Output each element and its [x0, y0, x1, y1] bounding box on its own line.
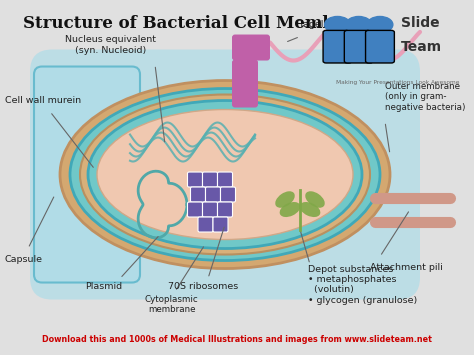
Text: Flagella: Flagella	[295, 20, 332, 28]
FancyBboxPatch shape	[218, 172, 233, 187]
FancyBboxPatch shape	[344, 31, 373, 63]
FancyBboxPatch shape	[220, 187, 236, 202]
Circle shape	[346, 16, 372, 33]
Text: Cytoplasmic
membrane: Cytoplasmic membrane	[145, 295, 199, 314]
Text: Outer membrane
(only in gram-
negative bacteria): Outer membrane (only in gram- negative b…	[385, 82, 465, 111]
FancyBboxPatch shape	[218, 202, 233, 217]
Ellipse shape	[80, 94, 370, 255]
FancyBboxPatch shape	[30, 50, 420, 300]
Text: Depot substances
• metaphosphates
  (volutin)
• glycogen (granulose): Depot substances • metaphosphates (volut…	[308, 264, 417, 305]
Text: Capsule: Capsule	[5, 255, 43, 263]
Ellipse shape	[275, 191, 295, 208]
FancyBboxPatch shape	[365, 31, 394, 63]
Text: Cell wall murein: Cell wall murein	[5, 95, 81, 104]
FancyBboxPatch shape	[232, 34, 270, 60]
Circle shape	[367, 16, 393, 33]
Ellipse shape	[88, 100, 362, 248]
FancyBboxPatch shape	[34, 66, 140, 283]
FancyBboxPatch shape	[202, 172, 218, 187]
FancyBboxPatch shape	[213, 217, 228, 232]
Text: Slide: Slide	[401, 16, 440, 30]
Text: Making Your Presentations Look Awesome: Making Your Presentations Look Awesome	[337, 80, 460, 84]
FancyBboxPatch shape	[188, 202, 202, 217]
FancyBboxPatch shape	[191, 187, 206, 202]
Ellipse shape	[60, 81, 390, 268]
Ellipse shape	[97, 110, 353, 240]
FancyBboxPatch shape	[188, 172, 202, 187]
FancyBboxPatch shape	[323, 31, 352, 63]
Text: Nucleus equivalent
(syn. Nucleoid): Nucleus equivalent (syn. Nucleoid)	[65, 35, 156, 55]
FancyBboxPatch shape	[198, 217, 213, 232]
Circle shape	[325, 16, 350, 33]
Ellipse shape	[305, 191, 325, 208]
FancyBboxPatch shape	[232, 60, 258, 108]
FancyBboxPatch shape	[206, 187, 220, 202]
Text: Attachment pili: Attachment pili	[370, 263, 443, 272]
Text: Download this and 1000s of Medical Illustrations and images from www.slideteam.n: Download this and 1000s of Medical Illus…	[42, 334, 432, 344]
Ellipse shape	[70, 88, 380, 261]
Text: Team: Team	[401, 40, 442, 54]
Text: Structure of Bacterial Cell Membrane: Structure of Bacterial Cell Membrane	[23, 15, 377, 32]
Text: 70S ribosomes: 70S ribosomes	[168, 282, 238, 290]
FancyBboxPatch shape	[202, 202, 218, 217]
Text: Plasmid: Plasmid	[85, 282, 122, 290]
Ellipse shape	[280, 202, 301, 217]
Ellipse shape	[300, 202, 320, 217]
